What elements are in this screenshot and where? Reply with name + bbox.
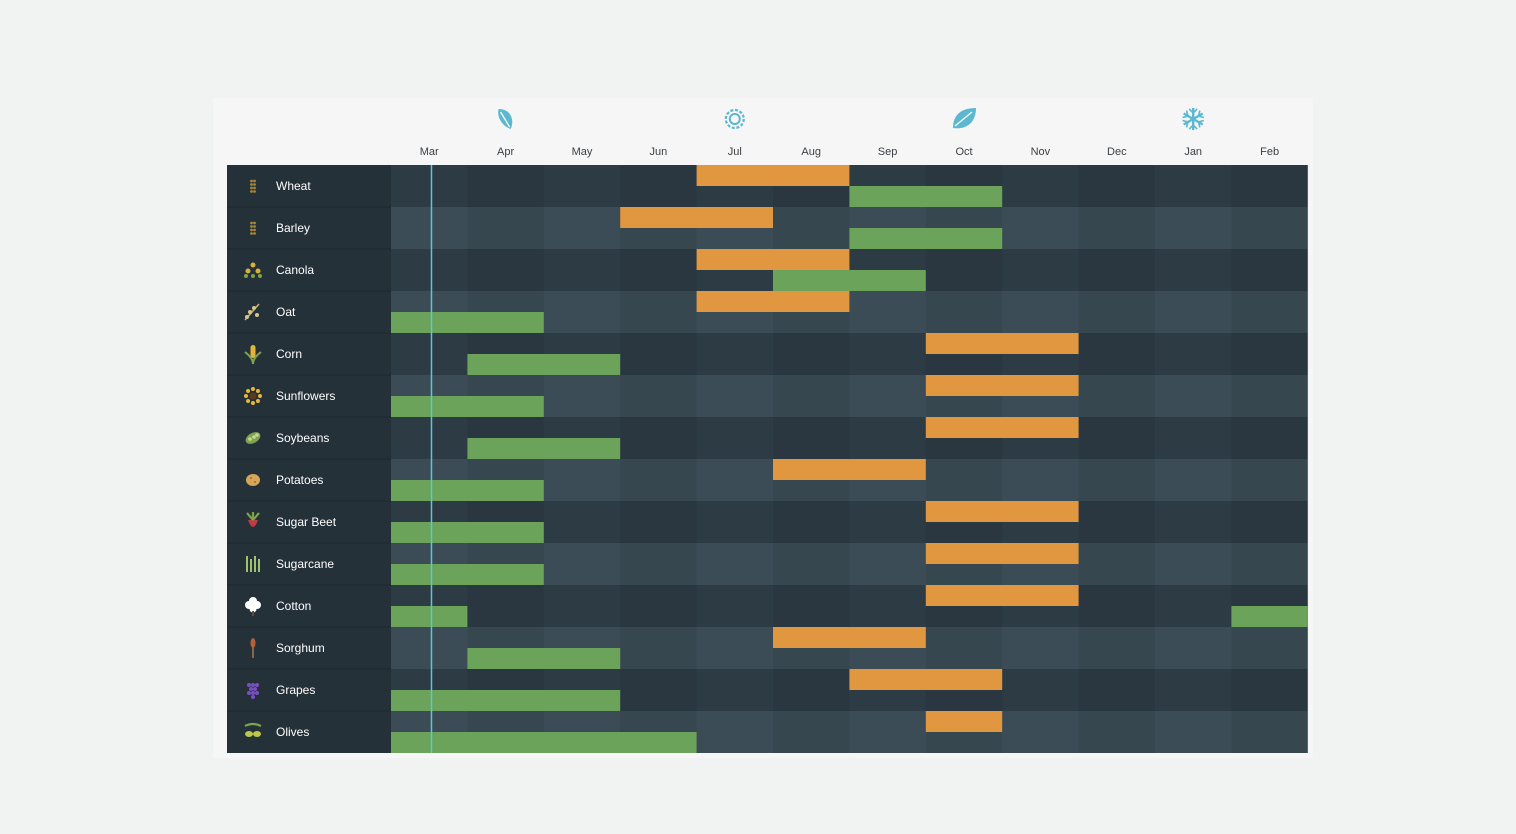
- month-label-jun: Jun: [650, 146, 668, 158]
- green-bar-sunflowers: [391, 396, 544, 417]
- green-bar-barley: [849, 228, 1003, 249]
- month-label-oct: Oct: [955, 146, 972, 158]
- green-bar-olives: [391, 732, 697, 753]
- orange-bar-grapes: [849, 669, 1003, 690]
- sugarcane-icon: [246, 556, 260, 572]
- orange-bar-oat: [696, 291, 850, 312]
- row-sunflowers: [391, 375, 1308, 417]
- orange-bar-sunflowers: [925, 375, 1079, 396]
- crop-label-sugarcane: Sugarcane: [276, 557, 334, 571]
- crop-label-sunflowers: Sunflowers: [276, 389, 335, 403]
- crop-label-sugar-beet: Sugar Beet: [276, 515, 337, 529]
- green-bar-canola: [773, 270, 926, 291]
- green-bar-sugar-beet: [391, 522, 544, 543]
- orange-bar-cotton: [925, 585, 1079, 606]
- soybean-icon: [245, 432, 261, 444]
- green-bar-grapes: [391, 690, 621, 711]
- crop-label-barley: Barley: [276, 221, 310, 235]
- green-bar-cotton: [391, 606, 468, 627]
- orange-bar-sorghum: [773, 627, 926, 648]
- orange-bar-soybeans: [925, 417, 1079, 438]
- month-label-jul: Jul: [728, 146, 742, 158]
- crop-label-sorghum: Sorghum: [276, 641, 325, 655]
- snowflake-icon: [1182, 108, 1205, 130]
- green-bar-soybeans: [467, 438, 621, 459]
- crop-label-wheat: Wheat: [276, 179, 311, 193]
- crop-label-cotton: Cotton: [276, 599, 311, 613]
- crop-label-olives: Olives: [276, 725, 309, 739]
- orange-bar-sugar-beet: [925, 501, 1079, 522]
- month-label-feb: Feb: [1260, 146, 1279, 158]
- green-bar-sorghum: [467, 648, 621, 669]
- month-label-nov: Nov: [1031, 146, 1051, 158]
- leaf-icon: [498, 109, 513, 129]
- corn-icon: [244, 345, 262, 365]
- green-bar-wheat: [849, 186, 1003, 207]
- crop-label-soybeans: Soybeans: [276, 431, 329, 445]
- autumn-leaf-icon: [953, 108, 976, 129]
- crop-label-canola: Canola: [276, 263, 314, 277]
- month-label-jan: Jan: [1184, 146, 1202, 158]
- row-sugarcane: [391, 543, 1308, 585]
- green-bar-potatoes: [391, 480, 544, 501]
- row-sugar-beet: [391, 501, 1308, 543]
- crop-label-corn: Corn: [276, 347, 302, 361]
- month-label-dec: Dec: [1107, 146, 1127, 158]
- wheat-icon: [250, 179, 256, 193]
- month-label-apr: Apr: [497, 146, 514, 158]
- orange-bar-canola: [696, 249, 850, 270]
- orange-bar-sugarcane: [925, 543, 1079, 564]
- sun-icon: [724, 108, 745, 130]
- sunflower-icon: [244, 387, 262, 405]
- orange-bar-potatoes: [773, 459, 926, 480]
- row-cotton: [391, 585, 1308, 627]
- green-bar-oat: [391, 312, 544, 333]
- crop-label-oat: Oat: [276, 305, 296, 319]
- green-bar-sugarcane: [391, 564, 544, 585]
- sugar-beet-icon: [246, 512, 260, 527]
- month-label-may: May: [572, 146, 593, 158]
- crop-label-potatoes: Potatoes: [276, 473, 323, 487]
- potato-icon: [246, 474, 260, 486]
- green-bar-cotton-2: [1231, 606, 1308, 627]
- cotton-icon: [245, 597, 261, 616]
- oat-icon: [244, 303, 260, 321]
- barley-icon: [250, 221, 256, 235]
- month-label-mar: Mar: [420, 146, 439, 158]
- calendar-chart: Mar Apr May Jun Jul Aug Sep Oct Nov Dec Jan Feb Whea…: [227, 108, 1308, 753]
- green-bar-corn: [467, 354, 621, 375]
- month-label-aug: Aug: [801, 146, 821, 158]
- orange-bar-corn: [925, 333, 1079, 354]
- orange-bar-barley: [620, 207, 773, 228]
- grapes-icon: [247, 683, 259, 699]
- sorghum-icon: [250, 638, 256, 658]
- crop-calendar: Mar Apr May Jun Jul Aug Sep Oct Nov Dec Jan Feb Whea…: [213, 98, 1313, 758]
- month-label-sep: Sep: [878, 146, 898, 158]
- orange-bar-olives: [925, 711, 1003, 732]
- canola-icon: [244, 262, 262, 278]
- orange-bar-wheat: [696, 165, 850, 186]
- crop-label-grapes: Grapes: [276, 683, 315, 697]
- olives-icon: [244, 722, 262, 737]
